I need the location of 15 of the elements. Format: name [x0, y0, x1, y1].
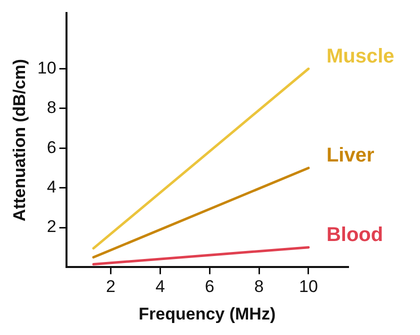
x-axis-title: Frequency (MHz) [138, 304, 276, 324]
y-tick-label: 8 [46, 98, 56, 118]
y-tick-label: 6 [46, 138, 56, 157]
series-label: Blood [326, 224, 384, 246]
y-axis-title: Attenuation (dB/cm) [10, 58, 29, 222]
series-label: Muscle [326, 45, 394, 68]
y-tick-label: 10 [37, 58, 56, 78]
y-tick-label: 4 [46, 178, 56, 197]
x-tick-label: 8 [254, 277, 264, 296]
x-tick-label: 10 [299, 277, 318, 296]
x-tick-label: 6 [204, 277, 214, 296]
series-label: Liver [326, 144, 374, 166]
y-tick-label: 2 [46, 217, 56, 236]
x-tick-label: 2 [106, 277, 116, 296]
x-tick-label: 4 [155, 277, 165, 296]
